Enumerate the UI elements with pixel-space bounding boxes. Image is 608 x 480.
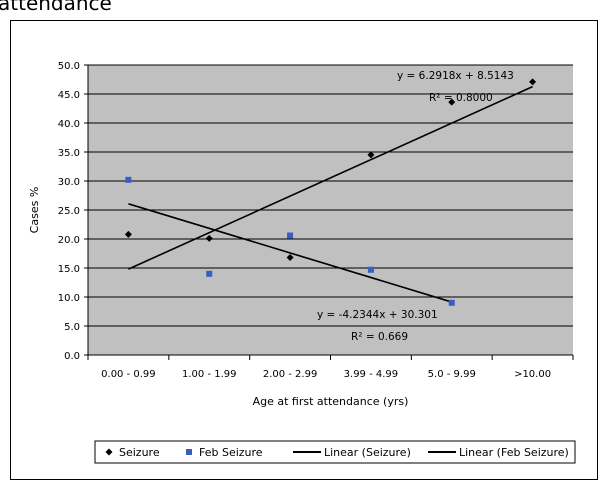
y-tick-label: 0.0 — [64, 351, 80, 362]
y-tick-label: 20.0 — [58, 235, 80, 246]
y-tick-labels: 0.0 5.0 10.0 15.0 20.0 25.0 30.0 35.0 40.0 45.0 50… — [58, 61, 80, 362]
x-tick-label: >10.00 — [514, 369, 551, 380]
gridlines — [84, 64, 573, 356]
y-tick-label: 50.0 — [58, 61, 80, 72]
feb-seizure-point — [287, 232, 294, 239]
x-tick-label: 2.00 - 2.99 — [263, 369, 318, 380]
seizure-point — [124, 230, 132, 238]
seizure-r2: R² = 0.8000 — [429, 92, 493, 104]
legend-item-label: Seizure — [119, 446, 160, 459]
trendlines — [128, 85, 533, 303]
y-tick-label: 30.0 — [58, 177, 80, 188]
chart-frame: 0.0 5.0 10.0 15.0 20.0 25.0 30.0 35.0 40.0 45.0 50… — [10, 20, 598, 480]
feb-seizure-point — [448, 299, 455, 306]
y-tick-label: 5.0 — [64, 322, 80, 333]
legend-box — [94, 440, 576, 464]
seizure-point — [205, 234, 213, 242]
y-tick-label: 40.0 — [58, 119, 80, 130]
x-tick-label: 5.0 - 9.99 — [428, 369, 476, 380]
seizure-point — [367, 151, 375, 159]
legend-marker-feb-seizure — [186, 449, 192, 455]
axes — [87, 65, 574, 360]
feb-seizure-r2: R² = 0.669 — [351, 331, 408, 343]
seizure-equation: y = 6.2918x + 8.5143 — [397, 70, 514, 82]
legend-item-label: Linear (Seizure) — [324, 446, 411, 459]
seizure-point — [529, 78, 537, 86]
legend-item-label: Linear (Feb Seizure) — [459, 446, 569, 459]
feb-seizure-equation: y = -4.2344x + 30.301 — [317, 309, 438, 321]
x-tick-label: 1.00 - 1.99 — [182, 369, 237, 380]
y-axis-label: Cases % — [28, 187, 41, 234]
page-title: attendance — [0, 0, 112, 15]
y-tick-label: 15.0 — [58, 264, 80, 275]
trendline-annotations: y = 6.2918x + 8.5143 R² = 0.8000 y = -4.23… — [317, 70, 514, 343]
trendline-feb-seizure — [128, 203, 452, 303]
x-tick-label: 0.00 - 0.99 — [101, 369, 156, 380]
seizure-point — [286, 254, 294, 262]
legend-marker-seizure — [105, 448, 113, 456]
y-tick-label: 10.0 — [58, 293, 80, 304]
seizure-point — [448, 98, 456, 106]
feb-seizure-point — [367, 266, 374, 273]
feb-seizure-point — [125, 176, 132, 183]
x-axis-label: Age at first attendance (yrs) — [253, 395, 409, 408]
x-tick-label: 3.99 - 4.99 — [344, 369, 399, 380]
feb-seizure-point — [206, 270, 213, 277]
data-points — [124, 78, 537, 306]
legend: Seizure Feb Seizure Linear (Seizure) Linear… — [94, 440, 576, 464]
trendline-seizure — [128, 85, 533, 270]
legend-item-label: Feb Seizure — [199, 446, 263, 459]
x-tick-labels: 0.00 - 0.99 1.00 - 1.99 2.00 - 2.99 3.99 - … — [101, 369, 551, 380]
chart: 0.0 5.0 10.0 15.0 20.0 25.0 30.0 35.0 40.0 45.0 50… — [28, 61, 576, 464]
y-tick-label: 25.0 — [58, 206, 80, 217]
y-tick-label: 45.0 — [58, 90, 80, 101]
y-tick-label: 35.0 — [58, 148, 80, 159]
